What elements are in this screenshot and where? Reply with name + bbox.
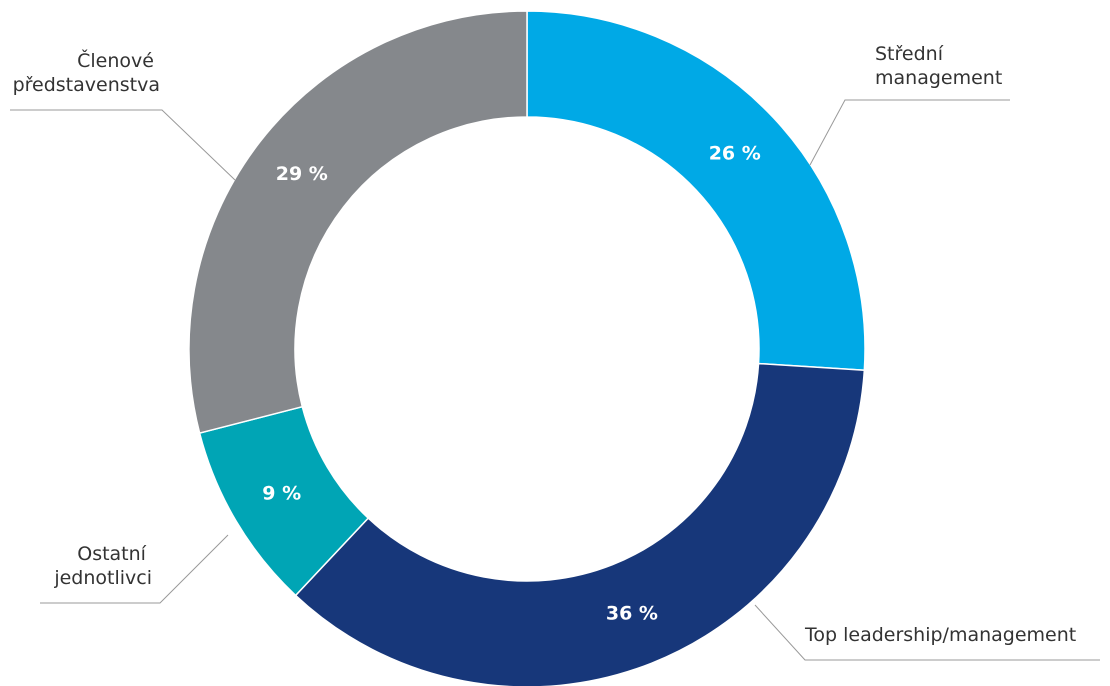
value-label: 26 %: [709, 142, 761, 164]
label-line: jednotlivci: [53, 567, 152, 589]
category-label: Ostatní jednotlivci: [53, 543, 152, 589]
label-line: Střední: [875, 43, 949, 65]
value-label: 29 %: [276, 163, 328, 185]
leader-line: [10, 109, 236, 181]
label-line: Ostatní: [77, 543, 152, 565]
donut-slice: [188, 10, 528, 434]
value-label: 9 %: [262, 483, 301, 505]
value-label: 36 %: [606, 602, 658, 624]
label-line: Členové: [77, 48, 160, 72]
label-line: představenstva: [13, 74, 160, 96]
label-line: management: [875, 67, 1002, 89]
leader-line: [809, 99, 1010, 166]
category-label: Členové představenstva: [13, 48, 160, 96]
leader-line: [40, 534, 229, 604]
category-label: Top leadership/management: [804, 624, 1076, 646]
leader-line: [754, 604, 1100, 661]
donut-slice: [294, 362, 866, 686]
category-label: Střední management: [875, 43, 1002, 89]
donut-slice: [526, 10, 866, 372]
